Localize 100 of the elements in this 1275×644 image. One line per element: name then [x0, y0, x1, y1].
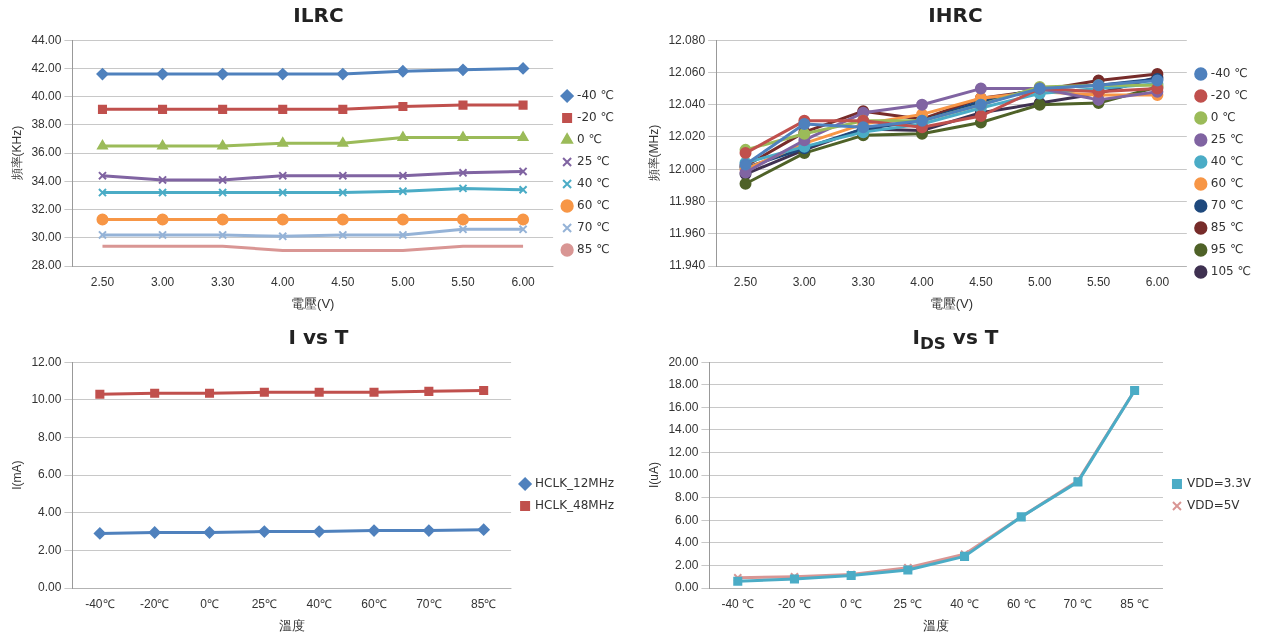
legend-label: 0 ℃ — [577, 132, 603, 147]
y-tick-label: 28.00 — [31, 258, 62, 273]
y-tick-label: 2.00 — [38, 542, 62, 557]
x-tick-label: 4.50 — [969, 274, 993, 289]
y-tick-label: 42.00 — [31, 60, 62, 75]
y-tick-label: 12.060 — [668, 64, 706, 79]
x-axis-title: 溫度 — [278, 617, 305, 633]
chart-title: I vs T — [287, 324, 350, 351]
y-tick-label: 12.000 — [668, 161, 706, 176]
legend-label: HCLK_48MHz — [535, 498, 614, 513]
y-tick-label: 8.00 — [38, 429, 62, 444]
legend-label: 70 ℃ — [577, 220, 610, 235]
y-axis-title: 頻率(KHz) — [9, 125, 24, 181]
x-tick-label: 3.30 — [851, 274, 876, 289]
x-tick-label: 4.00 — [910, 274, 935, 289]
x-tick-label: 85℃ — [471, 596, 497, 611]
y-tick-label: 14.00 — [668, 422, 699, 437]
y-tick-label: 10.00 — [31, 392, 62, 407]
y-tick-label: 8.00 — [675, 489, 699, 504]
x-axis-title: 電壓(V) — [929, 295, 974, 311]
legend-label: 105 ℃ — [1210, 264, 1252, 279]
y-tick-label: 12.00 — [668, 444, 699, 459]
legend-label: 60 ℃ — [577, 198, 610, 213]
y-tick-label: 30.00 — [31, 230, 62, 245]
x-tick-label: 85 ℃ — [1120, 596, 1149, 611]
y-tick-label: 12.040 — [668, 97, 706, 112]
x-tick-label: 25℃ — [251, 596, 278, 611]
y-tick-label: 6.00 — [38, 467, 62, 482]
x-tick-label: -40℃ — [85, 596, 115, 611]
y-tick-label: 12.00 — [31, 354, 62, 369]
legend-label: -40 ℃ — [1210, 66, 1248, 81]
y-tick-label: 6.00 — [675, 512, 699, 527]
legend-label: HCLK_12MHz — [535, 476, 614, 491]
legend-label: 40 ℃ — [577, 176, 610, 191]
x-tick-label: 4.50 — [331, 274, 355, 289]
legend-label: 85 ℃ — [577, 242, 610, 257]
x-tick-label: 0 ℃ — [840, 596, 863, 611]
legend-label: -40 ℃ — [577, 88, 614, 103]
y-tick-label: 4.00 — [38, 505, 62, 520]
x-tick-label: 6.00 — [1145, 274, 1170, 289]
y-tick-label: 32.00 — [31, 201, 62, 216]
y-tick-label: 12.020 — [668, 129, 706, 144]
legend-label: 60 ℃ — [1210, 176, 1244, 191]
chart-title: ILRC — [292, 2, 345, 29]
x-tick-label: 40℃ — [306, 596, 332, 611]
y-tick-label: 16.00 — [668, 399, 699, 414]
chart-title: I$_{DS}$ vs T — [911, 324, 1000, 353]
x-axis-title: 溫度 — [923, 617, 950, 633]
y-tick-label: 34.00 — [31, 173, 62, 188]
x-tick-label: 5.00 — [391, 274, 415, 289]
x-tick-label: -20℃ — [140, 596, 170, 611]
x-tick-label: 2.50 — [733, 274, 758, 289]
x-tick-label: 40 ℃ — [950, 596, 979, 611]
legend-label: 85 ℃ — [1210, 220, 1244, 235]
y-axis-title: 頻率(MHz) — [646, 124, 661, 182]
x-tick-label: -20 ℃ — [778, 596, 811, 611]
y-tick-label: 44.00 — [31, 32, 62, 47]
legend-label: 25 ℃ — [1210, 132, 1244, 147]
x-tick-label: 60 ℃ — [1006, 596, 1036, 611]
y-tick-label: 0.00 — [38, 580, 62, 595]
x-tick-label: 25 ℃ — [893, 596, 923, 611]
x-tick-label: 60℃ — [361, 596, 387, 611]
chart-title: IHRC — [927, 2, 984, 29]
x-tick-label: 70 ℃ — [1063, 596, 1093, 611]
x-tick-label: 3.30 — [210, 274, 235, 289]
legend-label: 40 ℃ — [1210, 154, 1244, 169]
x-tick-label: 4.00 — [271, 274, 295, 289]
y-tick-label: 10.00 — [668, 467, 699, 482]
x-tick-label: 6.00 — [511, 274, 536, 289]
x-tick-label: 2.50 — [90, 274, 115, 289]
x-tick-label: 5.50 — [1086, 274, 1111, 289]
legend-label: 95 ℃ — [1210, 242, 1244, 257]
x-axis-title: 電壓(V) — [291, 295, 335, 311]
y-axis-title: I(uA) — [646, 462, 661, 489]
legend-label: VDD=3.3V — [1186, 476, 1252, 491]
x-tick-label: 5.50 — [451, 274, 475, 289]
x-tick-label: -40 ℃ — [721, 596, 755, 611]
y-tick-label: 40.00 — [31, 88, 62, 103]
y-tick-label: 20.00 — [668, 354, 699, 369]
x-tick-label: 70℃ — [416, 596, 442, 611]
legend-label: 70 ℃ — [1210, 198, 1244, 213]
legend-label: 25 ℃ — [577, 154, 610, 169]
x-tick-label: 3.00 — [150, 274, 175, 289]
legend-label: 0 ℃ — [1210, 110, 1236, 125]
y-tick-label: 11.960 — [669, 226, 706, 241]
y-tick-label: 38.00 — [31, 117, 62, 132]
y-axis-title: I(mA) — [9, 460, 24, 490]
y-tick-label: 11.940 — [669, 258, 706, 273]
legend-label: -20 ℃ — [1210, 88, 1248, 103]
x-tick-label: 3.00 — [792, 274, 817, 289]
y-tick-label: 4.00 — [675, 535, 699, 550]
legend-label: -20 ℃ — [577, 110, 614, 125]
legend-label: VDD=5V — [1186, 498, 1241, 513]
y-tick-label: 11.980 — [669, 193, 706, 208]
y-tick-label: 2.00 — [675, 557, 699, 572]
x-tick-label: 0℃ — [200, 596, 219, 611]
x-tick-label: 5.00 — [1028, 274, 1052, 289]
y-tick-label: 36.00 — [31, 145, 62, 160]
y-tick-label: 12.080 — [668, 32, 706, 47]
y-tick-label: 18.00 — [668, 377, 699, 392]
